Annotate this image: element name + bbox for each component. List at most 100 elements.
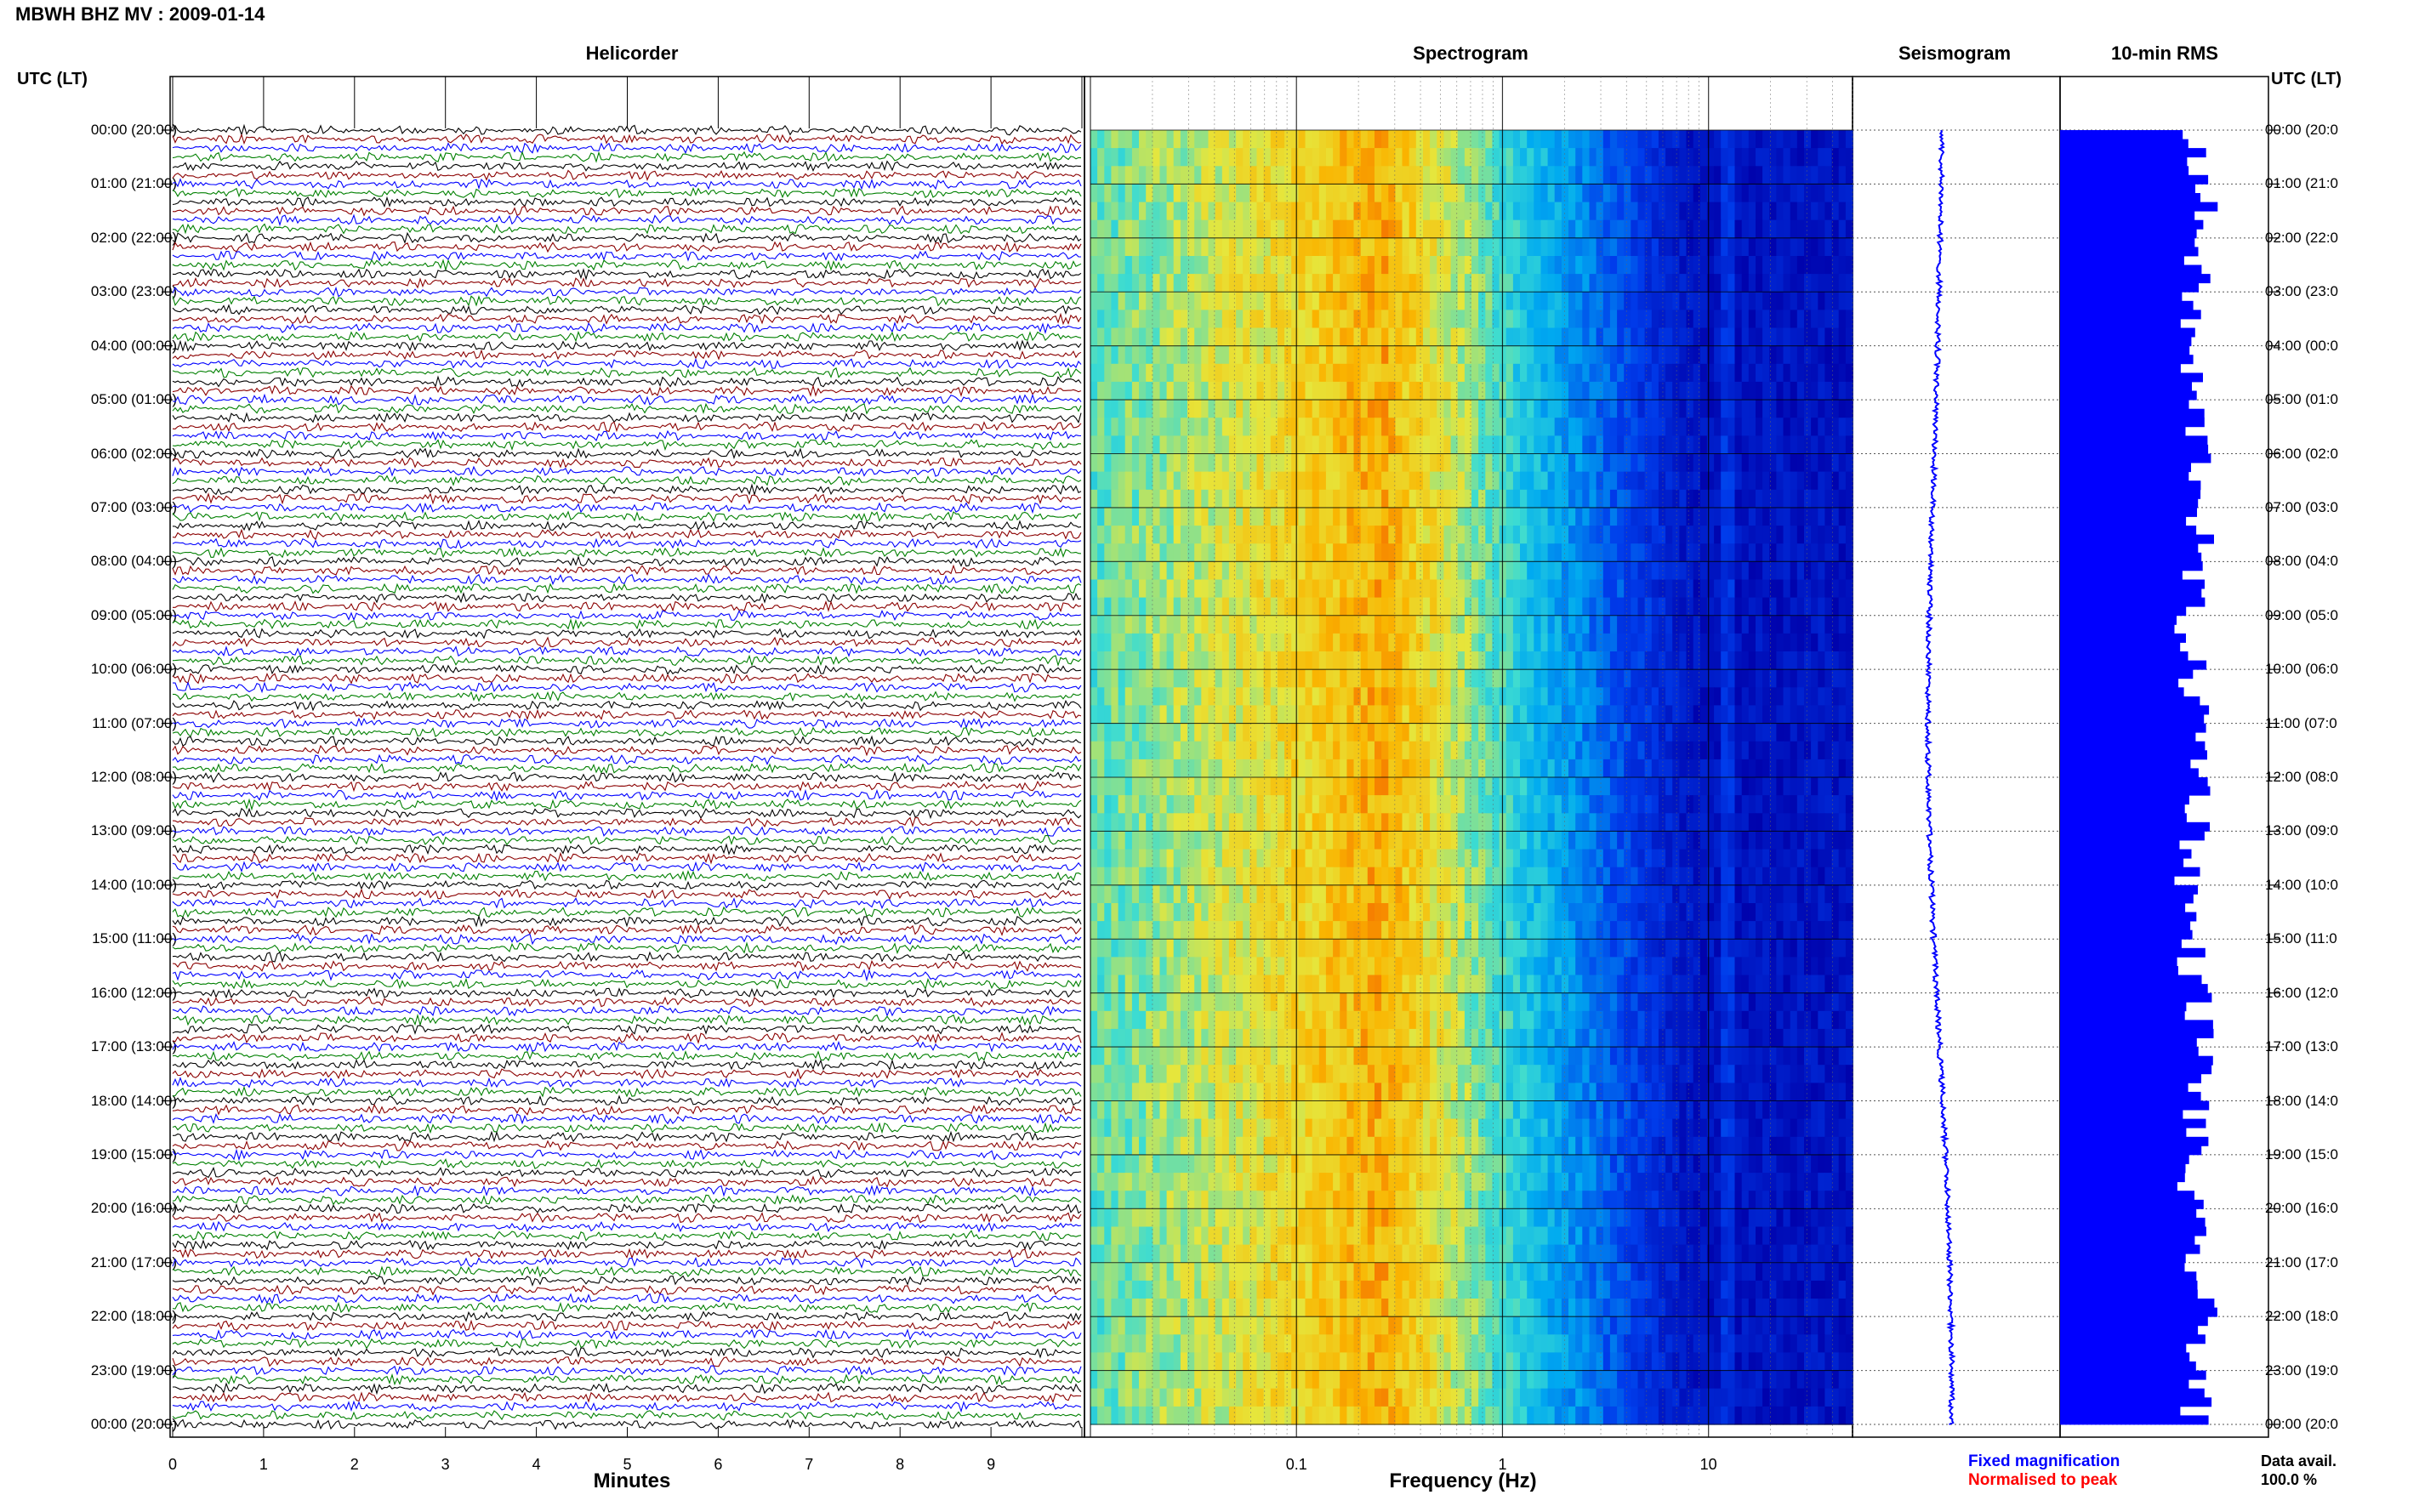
spectrogram-cell: [1450, 381, 1459, 401]
spectrogram-cell: [1131, 363, 1140, 383]
spectrogram-cell: [1305, 759, 1313, 778]
spectrogram-cell: [1811, 184, 1819, 203]
spectrogram-cell: [1741, 130, 1750, 149]
spectrogram-cell: [1568, 884, 1576, 904]
spectrogram-cell: [1478, 777, 1486, 796]
spectrogram-cell: [1298, 597, 1306, 617]
spectrogram-cell: [1818, 418, 1825, 436]
spectrogram-cell: [1201, 489, 1209, 509]
spectrogram-cell: [1589, 723, 1597, 742]
spectrogram-cell: [1180, 453, 1188, 473]
spectrogram-cell: [1228, 651, 1237, 670]
spectrogram-cell: [1769, 274, 1777, 293]
spectrogram-cell: [1097, 884, 1105, 904]
spectrogram-cell: [1769, 381, 1777, 401]
spectrogram-cell: [1124, 759, 1133, 778]
spectrogram-cell: [1734, 884, 1743, 904]
spectrogram-cell: [1450, 615, 1459, 634]
spectrogram-cell: [1672, 526, 1680, 544]
spectrogram-cell: [1512, 507, 1521, 526]
spectrogram-cell: [1153, 310, 1160, 329]
spectrogram-cell: [1221, 615, 1230, 634]
spectrogram-cell: [1409, 435, 1417, 455]
spectrogram-cell: [1146, 813, 1153, 832]
spectrogram-cell: [1776, 795, 1784, 814]
spectrogram-cell: [1236, 543, 1244, 562]
spectrogram-cell: [1173, 543, 1181, 562]
spectrogram-cell: [1756, 795, 1763, 814]
spectrogram-cell: [1818, 471, 1825, 491]
spectrogram-cell: [1187, 400, 1195, 418]
spectrogram-cell: [1568, 418, 1576, 436]
spectrogram-cell: [1381, 903, 1389, 922]
spectrogram-cell: [1658, 418, 1666, 436]
spectrogram-cell: [1734, 795, 1743, 814]
spectrogram-cell: [1443, 526, 1452, 544]
spectrogram-cell: [1617, 327, 1625, 347]
spectrogram-cell: [1166, 202, 1175, 221]
spectrogram-cell: [1346, 507, 1355, 526]
spectrogram-cell: [1395, 202, 1403, 221]
spectrogram-cell: [1450, 831, 1459, 850]
spectrogram-cell: [1423, 561, 1431, 580]
spectrogram-cell: [1727, 381, 1736, 401]
spectrogram-cell: [1582, 651, 1590, 670]
spectrogram-cell: [1346, 471, 1355, 491]
spectrogram-cell: [1672, 130, 1680, 149]
spectrogram-cell: [1804, 903, 1812, 922]
spectrogram-cell: [1353, 921, 1362, 940]
spectrogram-cell: [1381, 579, 1389, 599]
spectrogram-cell: [1637, 130, 1646, 149]
spectrogram-cell: [1824, 148, 1833, 167]
spectrogram-cell: [1312, 237, 1320, 257]
spectrogram-cell: [1582, 453, 1590, 473]
spectrogram-cell: [1263, 795, 1272, 814]
spectrogram-cell: [1423, 184, 1431, 203]
spectrogram-cell: [1256, 723, 1265, 742]
spectrogram-cell: [1596, 597, 1604, 617]
spectrogram-cell: [1409, 687, 1417, 706]
spectrogram-cell: [1221, 400, 1230, 418]
spectrogram-cell: [1090, 345, 1098, 365]
spectrogram-cell: [1527, 741, 1534, 760]
spectrogram-cell: [1450, 741, 1459, 760]
spectrogram-cell: [1769, 903, 1777, 922]
spectrogram-cell: [1284, 705, 1292, 725]
spectrogram-cell: [1381, 507, 1389, 526]
spectrogram-cell: [1180, 130, 1188, 149]
spectrogram-cell: [1783, 884, 1791, 904]
spectrogram-cell: [1706, 237, 1715, 257]
spectrogram-cell: [1686, 884, 1694, 904]
spectrogram-cell: [1540, 849, 1549, 868]
spectrogram-cell: [1208, 381, 1216, 401]
spectrogram-cell: [1547, 526, 1556, 544]
spectrogram-cell: [1672, 831, 1680, 850]
spectrogram-cell: [1180, 381, 1188, 401]
spectrogram-cell: [1284, 237, 1292, 257]
spectrogram-cell: [1818, 831, 1825, 850]
spectrogram-cell: [1367, 849, 1375, 868]
spectrogram-cell: [1540, 795, 1549, 814]
spectrogram-cell: [1672, 219, 1680, 239]
spectrogram-cell: [1637, 435, 1646, 455]
spectrogram-cell: [1804, 741, 1812, 760]
spectrogram-cell: [1804, 526, 1812, 544]
spectrogram-cell: [1602, 418, 1611, 436]
spectrogram-cell: [1277, 327, 1285, 347]
spectrogram-cell: [1568, 921, 1576, 940]
spectrogram-cell: [1291, 292, 1299, 310]
spectrogram-cell: [1471, 813, 1479, 832]
spectrogram-cell: [1118, 453, 1126, 473]
spectrogram-cell: [1520, 345, 1528, 365]
spectrogram-cell: [1561, 148, 1569, 167]
spectrogram-cell: [1215, 292, 1223, 310]
spectrogram-cell: [1159, 363, 1168, 383]
spectrogram-cell: [1409, 202, 1417, 221]
spectrogram-cell: [1457, 418, 1466, 436]
spectrogram-cell: [1256, 651, 1265, 670]
spectrogram-cell: [1485, 777, 1493, 796]
spectrogram-cell: [1804, 687, 1812, 706]
spectrogram-cell: [1367, 381, 1375, 401]
spectrogram-cell: [1360, 597, 1369, 617]
spectrogram-cell: [1492, 597, 1500, 617]
